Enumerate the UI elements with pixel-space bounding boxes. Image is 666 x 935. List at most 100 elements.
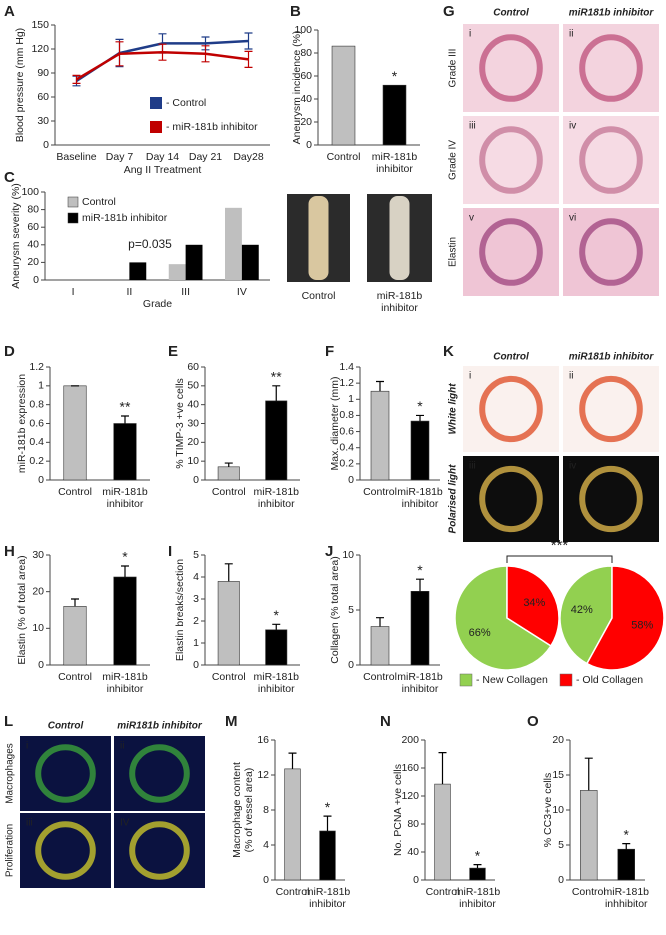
image-label: vi: [569, 213, 576, 224]
legend-swatch: [150, 97, 162, 109]
bar: [319, 830, 336, 881]
x-tick-label: miR-181b inhibitor: [305, 886, 351, 910]
bar: [265, 629, 288, 666]
y-tick-label: 0: [193, 659, 199, 671]
y-tick-label: 10: [342, 549, 354, 561]
vessel: [129, 744, 190, 803]
significance: *: [274, 607, 280, 623]
y-tick-label: 1.4: [339, 361, 354, 373]
error-bar: [201, 45, 210, 54]
image-label: ii: [569, 371, 573, 382]
y-tick-label: 5: [193, 549, 199, 561]
x-tick-label: miR-181b inhibitor: [397, 671, 443, 695]
y-tick-label: 100: [21, 186, 39, 198]
y-tick-label: 1.2: [339, 377, 354, 389]
y-axis-label: Elastin (% of total area): [16, 555, 28, 664]
error-bar: [158, 52, 167, 61]
bar: [113, 576, 137, 666]
x-tick-label: miR-181b inhibitor: [397, 486, 443, 510]
row-label: White light: [448, 383, 459, 435]
legend-label: - Control: [166, 97, 206, 109]
x-tick-label: Day28: [233, 151, 264, 163]
x-tick-label: Control: [426, 886, 460, 898]
vessel: [479, 34, 543, 102]
panel-letter: F: [325, 343, 334, 360]
bracket: [506, 555, 613, 563]
panel-letter: B: [290, 3, 301, 20]
photo-caption: Control: [302, 290, 336, 302]
y-tick-label: 120: [31, 43, 49, 55]
y-tick-label: 30: [37, 115, 49, 127]
y-tick-label: 150: [31, 19, 49, 31]
annotation: p=0.035: [128, 237, 172, 251]
y-tick-label: 20: [187, 436, 199, 448]
panel-letter: C: [4, 169, 15, 186]
image-label: iii: [469, 461, 476, 472]
series-line: [75, 50, 249, 81]
vessel: [479, 126, 543, 194]
bar: [185, 244, 203, 280]
y-axis-label: Aneurysm severity (%): [10, 183, 22, 289]
y-tick-label: 0: [558, 874, 564, 886]
column-header: miR181b inhibitor: [569, 8, 655, 19]
error-bar: [224, 462, 233, 467]
legend-label: Control: [82, 196, 116, 208]
y-axis-label: Collagen (% total area): [329, 556, 341, 663]
legend-label: - miR-181b inhibitor: [166, 121, 258, 133]
y-axis-label: % TIMP-3 +ve cells: [174, 378, 186, 469]
x-tick-label: Control: [58, 486, 92, 498]
y-tick-label: 60: [27, 221, 39, 233]
y-tick-label: 120: [401, 790, 419, 802]
y-tick-label: 4: [193, 571, 199, 583]
y-axis-label: Elastin breaks/section: [174, 559, 186, 661]
y-tick-label: 0: [193, 474, 199, 486]
column-header: Control: [48, 721, 84, 732]
significance: *: [475, 847, 481, 863]
bar: [469, 867, 486, 881]
image-label: iii: [26, 818, 33, 829]
row-label: Grade III: [448, 49, 459, 88]
legend-swatch: [150, 121, 162, 133]
panel-letter: I: [168, 543, 172, 560]
image-label: iv: [569, 461, 576, 472]
y-axis-label: Aneurysm incidence (%): [291, 31, 303, 145]
y-tick-label: 0.4: [339, 441, 354, 453]
pie-slice: [559, 565, 613, 665]
y-tick-label: 0.6: [339, 425, 354, 437]
y-tick-label: 4: [263, 839, 269, 851]
panel-letter: N: [380, 713, 391, 730]
y-tick-label: 0.6: [29, 417, 44, 429]
bar: [410, 590, 430, 666]
error-bar: [622, 843, 631, 850]
error-bar: [288, 752, 297, 769]
y-tick-label: 1: [193, 637, 199, 649]
bar: [370, 626, 390, 666]
slice-label: 58%: [631, 620, 653, 632]
y-tick-label: 20: [27, 256, 39, 268]
x-tick-label: miR-181b inhibitor: [102, 671, 148, 695]
y-tick-label: 1: [348, 393, 354, 405]
aorta: [389, 196, 410, 280]
significance: **: [271, 369, 282, 385]
bar: [370, 390, 390, 481]
x-tick-label: Control: [572, 886, 606, 898]
y-tick-label: 16: [257, 734, 269, 746]
x-tick-label: Control: [276, 886, 310, 898]
significance: *: [392, 68, 398, 84]
image-label: i: [469, 29, 471, 40]
bar: [410, 420, 430, 481]
error-bar: [71, 598, 79, 607]
y-tick-label: 20: [552, 734, 564, 746]
legend-swatch: [559, 673, 573, 687]
error-bar: [416, 414, 424, 422]
error-bar: [376, 617, 384, 627]
y-tick-label: 20: [32, 585, 44, 597]
row-label: Polarised light: [448, 464, 459, 534]
bar: [63, 606, 87, 666]
error-bar: [323, 815, 332, 831]
bar: [217, 581, 240, 666]
aorta: [308, 196, 329, 280]
column-header: Control: [493, 8, 529, 19]
bar: [113, 423, 137, 481]
